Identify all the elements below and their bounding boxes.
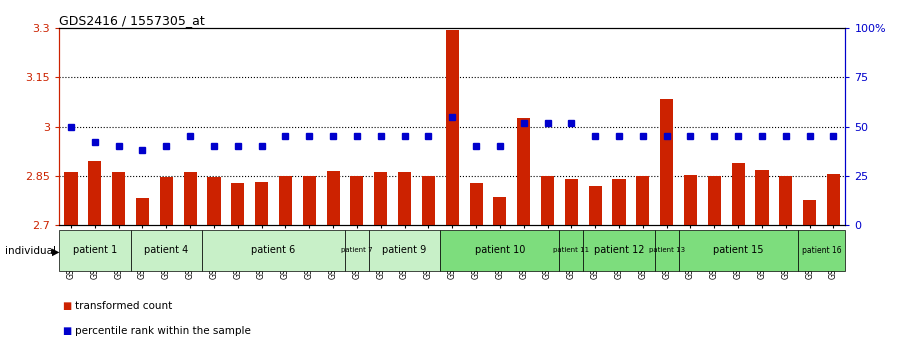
Bar (231, 183, 245, 225)
Bar (303, 176, 315, 225)
FancyBboxPatch shape (440, 230, 559, 271)
FancyBboxPatch shape (59, 230, 131, 271)
Bar (207, 177, 221, 225)
Bar (636, 176, 649, 225)
Bar (732, 162, 744, 225)
FancyBboxPatch shape (654, 230, 679, 271)
Bar (589, 186, 602, 225)
Bar (564, 179, 578, 225)
Bar (494, 197, 506, 225)
Bar (827, 174, 840, 225)
FancyBboxPatch shape (679, 230, 798, 271)
Bar (779, 176, 793, 225)
Bar (684, 175, 697, 225)
Text: ▶: ▶ (52, 246, 59, 256)
Text: patient 1: patient 1 (73, 245, 117, 256)
Bar (422, 176, 435, 225)
Text: patient 12: patient 12 (594, 245, 644, 256)
Bar (160, 177, 173, 225)
Bar (470, 183, 483, 225)
Bar (279, 176, 292, 225)
Bar (65, 172, 77, 225)
Text: patient 13: patient 13 (649, 247, 684, 253)
FancyBboxPatch shape (584, 230, 654, 271)
Text: patient 11: patient 11 (554, 247, 589, 253)
Bar (88, 161, 102, 225)
Bar (445, 30, 459, 225)
Text: transformed count: transformed count (75, 301, 173, 311)
Text: percentile rank within the sample: percentile rank within the sample (75, 326, 251, 336)
FancyBboxPatch shape (202, 230, 345, 271)
Bar (517, 118, 530, 225)
Bar (803, 200, 816, 225)
Text: ■: ■ (62, 301, 71, 311)
Text: patient 6: patient 6 (252, 245, 295, 256)
Text: individual: individual (5, 246, 55, 256)
Bar (613, 179, 625, 225)
FancyBboxPatch shape (131, 230, 202, 271)
Text: patient 7: patient 7 (341, 247, 373, 253)
Text: ■: ■ (62, 326, 71, 336)
Text: patient 9: patient 9 (383, 245, 426, 256)
Bar (350, 176, 364, 225)
Bar (255, 182, 268, 225)
Bar (184, 172, 196, 225)
Text: patient 4: patient 4 (145, 245, 188, 256)
Text: patient 15: patient 15 (713, 245, 764, 256)
FancyBboxPatch shape (345, 230, 369, 271)
Bar (755, 170, 768, 225)
FancyBboxPatch shape (369, 230, 440, 271)
Bar (375, 172, 387, 225)
Bar (660, 99, 674, 225)
Bar (398, 172, 411, 225)
Bar (112, 172, 125, 225)
Text: patient 16: patient 16 (802, 246, 842, 255)
Bar (326, 171, 340, 225)
Text: GDS2416 / 1557305_at: GDS2416 / 1557305_at (59, 14, 205, 27)
FancyBboxPatch shape (559, 230, 584, 271)
FancyBboxPatch shape (798, 230, 845, 271)
Text: patient 10: patient 10 (474, 245, 525, 256)
Bar (708, 176, 721, 225)
Bar (541, 176, 554, 225)
Bar (136, 198, 149, 225)
